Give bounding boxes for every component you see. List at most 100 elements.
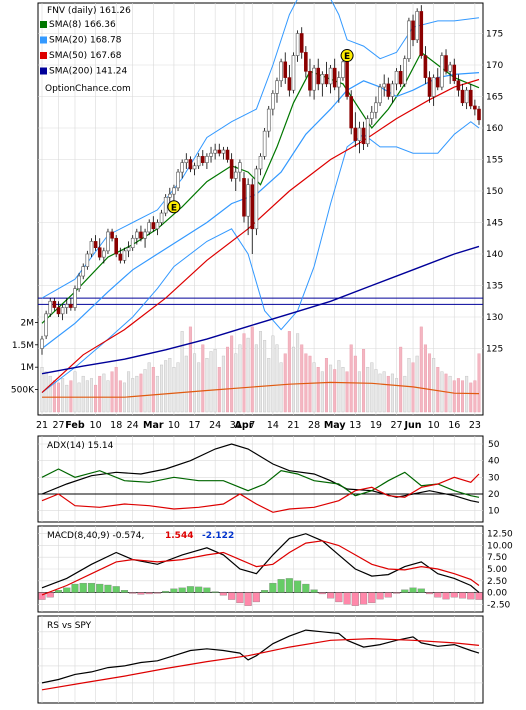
volume-bar [172, 367, 176, 413]
macd-histogram-bar [261, 590, 269, 593]
volume-bar [250, 326, 254, 413]
candle-body [135, 231, 139, 239]
volume-bar [180, 331, 184, 413]
macd-histogram-bar [38, 592, 46, 600]
volume-bar [147, 362, 151, 413]
candle-body [349, 96, 353, 129]
volume-bar [94, 384, 98, 413]
x-axis-label: 13 [349, 420, 361, 431]
volume-bar [333, 369, 337, 413]
macd-histogram-bar [120, 590, 129, 593]
macd-histogram-bar [236, 592, 244, 604]
price-y-tick: 125 [486, 345, 503, 355]
macd-histogram-bar [475, 592, 483, 600]
volume-bar [461, 380, 465, 413]
volume-bar [160, 364, 164, 413]
volume-bar [209, 351, 213, 413]
volume-bar [345, 371, 349, 413]
volume-bar [386, 375, 390, 413]
candle-body [48, 300, 53, 315]
candle-body [246, 184, 250, 217]
volume-bar [312, 362, 316, 413]
candle-body [320, 74, 325, 85]
volume-bar [395, 378, 399, 413]
candle-body [353, 127, 358, 141]
candle-body [114, 237, 119, 255]
volume-tick-label: 2M [21, 318, 35, 328]
candle-body [192, 165, 197, 170]
legend-entry: SMA(8) 166.36 [49, 20, 116, 30]
rs-series-line-0 [41, 629, 480, 684]
rs-title: RS vs SPY [47, 621, 92, 631]
macd-histogram-bar [425, 592, 434, 595]
candle-body [176, 171, 180, 189]
candle-body [287, 77, 292, 91]
volume-bar [370, 362, 374, 413]
candle-body [423, 55, 428, 78]
candle-body [180, 162, 184, 173]
candle-body [56, 307, 61, 315]
volume-bar [127, 371, 131, 413]
candle-body [448, 64, 452, 72]
candle-body [221, 149, 226, 154]
candle-body [225, 149, 230, 160]
macd-histogram-bar [87, 582, 96, 593]
macd-histogram-bar [104, 584, 112, 593]
candle-body [254, 168, 259, 230]
macd-histogram-bar [170, 588, 178, 593]
price-y-tick: 140 [486, 250, 503, 260]
candle-body [440, 55, 444, 88]
macd-histogram-bar [450, 592, 458, 598]
x-axis-label: 27 [391, 420, 403, 431]
x-axis-label: 24 [127, 420, 139, 431]
macd-histogram-bar [63, 587, 71, 593]
candle-body [40, 338, 44, 349]
macd-histogram-bar [129, 592, 137, 594]
volume-bar [279, 362, 283, 413]
volume-bar [52, 380, 56, 413]
x-axis-label: May [324, 420, 347, 431]
legend-swatch [40, 52, 47, 59]
candle-body [337, 77, 341, 88]
candle-body [168, 193, 172, 198]
candle-body [106, 231, 110, 252]
candle-body [431, 77, 436, 97]
candle-body [279, 61, 283, 82]
volume-bar [419, 326, 423, 413]
legend-swatch [40, 21, 47, 28]
candle-body [468, 89, 473, 107]
volume-bar [263, 340, 267, 413]
candle-body [110, 231, 114, 239]
volume-bar [65, 384, 69, 413]
candle-body [316, 67, 321, 85]
x-axis-label: 21 [36, 420, 48, 431]
macd-histogram-bar [376, 592, 384, 600]
rs-panel-frame [37, 615, 484, 704]
candle-body [295, 33, 300, 56]
volume-bar [61, 378, 65, 413]
macd-histogram-bar [310, 589, 318, 593]
volume-bar [118, 380, 122, 413]
volume-bar [197, 362, 201, 413]
volume-bar [131, 378, 135, 413]
candle-body [262, 130, 267, 157]
macd-histogram-bar [277, 579, 285, 593]
volume-bar [221, 355, 225, 413]
candle-body [435, 77, 440, 88]
volume-bar [436, 367, 440, 413]
x-axis-label: 18 [110, 420, 122, 431]
macd-y-tick: 10.00 [487, 541, 513, 551]
volume-bar [341, 367, 345, 413]
candle-body [60, 307, 65, 315]
volume-bar [234, 353, 238, 413]
volume-bar [102, 373, 106, 413]
adx-series-line-1 [41, 468, 480, 498]
macd-histogram-bar [417, 588, 425, 593]
volume-bar [193, 353, 197, 413]
candle-body [419, 11, 424, 56]
sma-line-1 [41, 72, 480, 349]
volume-bar [201, 344, 205, 413]
macd-value-label: 1.544 [165, 531, 193, 541]
candle-body [464, 89, 469, 104]
candle-body [77, 275, 81, 289]
